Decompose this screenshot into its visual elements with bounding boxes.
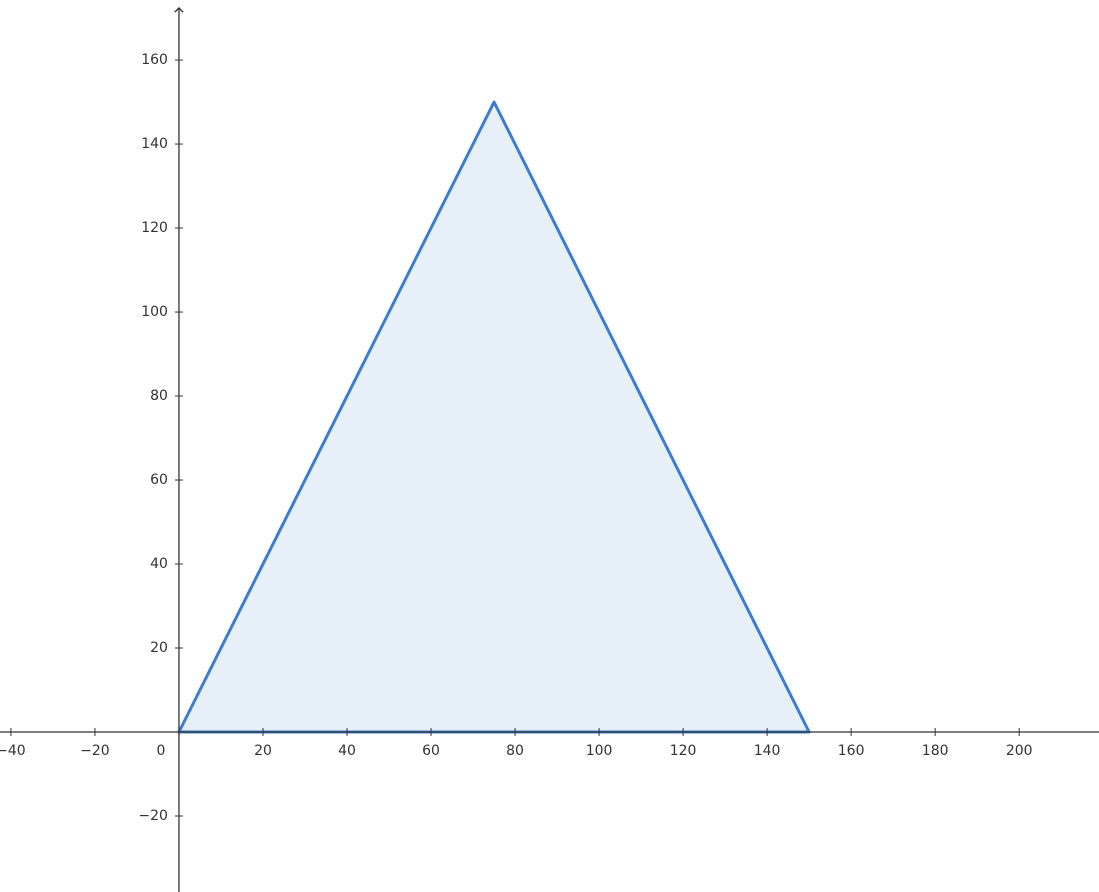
- x-tick-label: 180: [922, 743, 949, 759]
- plot: −40 −20 0 20 40 60 80 100 120 140 160 180 200 −20 20 40…: [0, 7, 1099, 892]
- triangle: [177, 100, 811, 734]
- y-tick-label: 140: [141, 136, 168, 152]
- y-tick-label: −20: [138, 808, 168, 824]
- y-tick-label: 40: [150, 556, 168, 572]
- y-tick-label: 100: [141, 304, 168, 320]
- x-tick-label: 200: [1006, 743, 1033, 759]
- x-tick-label: 80: [506, 743, 524, 759]
- x-tick-label: 140: [754, 743, 781, 759]
- x-tick-label: 160: [838, 743, 865, 759]
- x-tick-label: 40: [338, 743, 356, 759]
- y-tick-label: 60: [150, 472, 168, 488]
- x-tick-label: −40: [0, 743, 26, 759]
- x-tick-label: −20: [80, 743, 110, 759]
- y-tick-label: 120: [141, 220, 168, 236]
- x-tick-label: 60: [422, 743, 440, 759]
- y-tick-label: 20: [150, 640, 168, 656]
- y-tick-label: 160: [141, 52, 168, 68]
- x-tick-label: 0: [157, 743, 166, 759]
- x-tick-label: 20: [254, 743, 272, 759]
- x-tick-label: 120: [670, 743, 697, 759]
- x-tick-label: 100: [586, 743, 613, 759]
- y-tick-label: 80: [150, 388, 168, 404]
